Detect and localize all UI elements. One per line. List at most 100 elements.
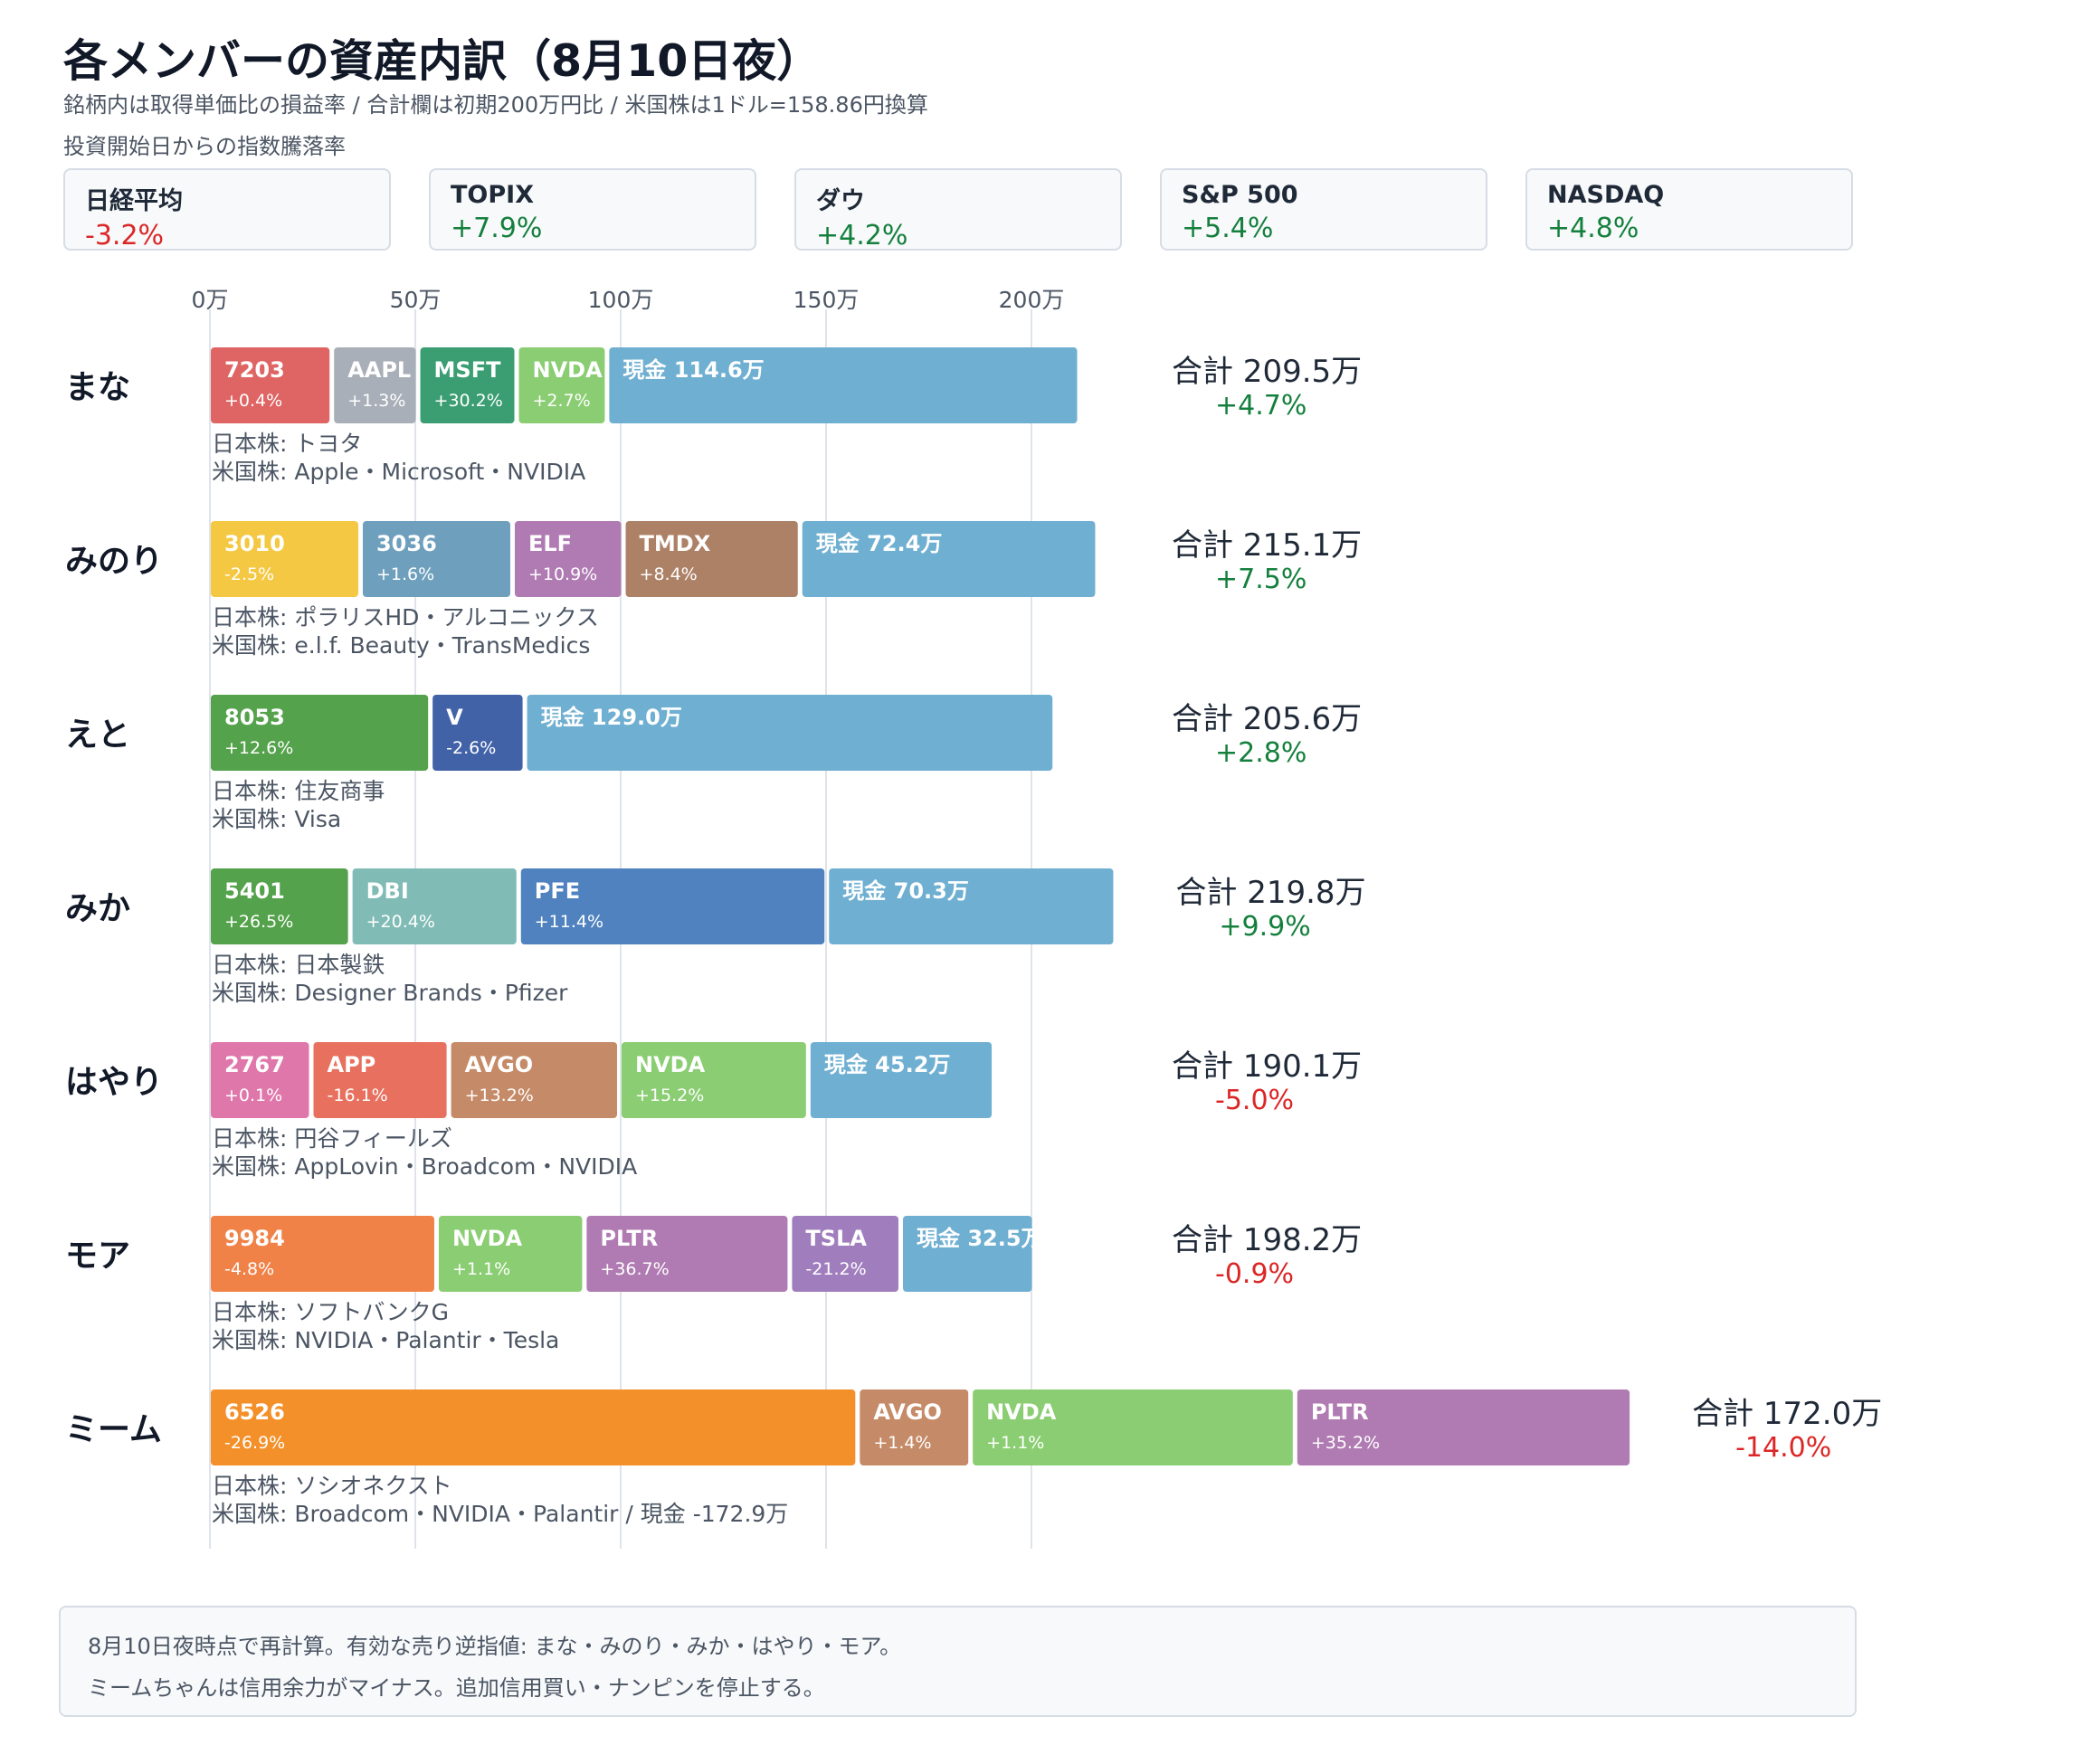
asset-bar-segment [860,1389,969,1465]
index-card: NASDAQ +4.8% [1525,168,1853,251]
segment-label: AVGO [465,1052,534,1077]
segment-label: NVDA [533,357,603,383]
index-change: -3.2% [85,220,165,251]
segment-pct: +1.1% [452,1259,510,1279]
segment-pct: +15.2% [635,1086,704,1105]
index-change: +7.9% [451,213,543,244]
asset-bar-segment [514,521,622,597]
segment-label: V [446,705,463,730]
asset-bar-segment [352,868,517,944]
segment-pct: -2.5% [224,564,274,584]
asset-bar-segment [622,1042,806,1118]
index-card: ダウ +4.2% [794,168,1122,251]
segment-pct: -21.2% [805,1259,866,1279]
segment-label: 現金 45.2万 [824,1052,951,1077]
asset-bar-segment [334,347,416,423]
segment-label: 3036 [376,531,437,556]
segment-label: APP [328,1052,376,1077]
member-total: 合計 215.1万 [1172,527,1362,564]
segment-pct: +1.4% [873,1433,931,1453]
asset-bar-segment [211,695,429,771]
note-line: 8月10日夜時点で再計算。有効な売り逆指値: まな・みのり・みか・はやり・モア。 [88,1634,902,1659]
member-total: 合計 205.6万 [1172,701,1362,737]
segment-label: AVGO [873,1399,942,1425]
member-name: ミーム [65,1411,162,1448]
member-name: まな [65,369,130,406]
detail-us-stocks: 米国株: AppLovin・Broadcom・NVIDIA [212,1153,637,1180]
index-card: TOPIX +7.9% [429,168,756,251]
segment-pct: +1.6% [376,564,434,584]
x-tick-label: 150万 [793,287,860,313]
page-title: 各メンバーの資産内訳（8月10日夜） [63,35,822,87]
asset-bar-segment [586,1216,788,1292]
detail-us-stocks: 米国株: Apple・Microsoft・NVIDIA [212,459,585,485]
segment-pct: +36.7% [600,1259,669,1279]
asset-bar-segment [802,521,1096,597]
segment-pct: +1.3% [347,391,405,411]
segment-label: TSLA [805,1226,867,1251]
segment-label: NVDA [452,1226,523,1251]
asset-bar-segment [518,347,605,423]
asset-bar-segment [451,1042,617,1118]
x-tick-label: 100万 [588,287,654,313]
index-change: +4.8% [1547,213,1639,244]
segment-pct: +20.4% [366,912,435,932]
asset-bar-segment [211,1042,309,1118]
index-change: +5.4% [1182,213,1274,244]
detail-jp-stocks: 日本株: 日本製鉄 [212,952,385,978]
asset-bar-segment [792,1216,898,1292]
segment-pct: -2.6% [446,738,496,758]
detail-jp-stocks: 日本株: ソシオネクスト [212,1473,452,1499]
asset-bar-segment [211,347,330,423]
index-name: NASDAQ [1547,181,1665,209]
segment-pct: -26.9% [224,1433,285,1453]
segment-label: 3010 [224,531,285,556]
note-line: ミームちゃんは信用余力がマイナス。追加信用買い・ナンピンを停止する。 [88,1675,825,1701]
index-name: ダウ [816,187,865,215]
member-change: +9.9% [1219,911,1310,943]
segment-pct: +8.4% [640,564,698,584]
segment-pct: -4.8% [224,1259,274,1279]
segment-label: MSFT [434,357,502,383]
segment-label: PLTR [1311,1399,1369,1425]
member-total: 合計 172.0万 [1692,1396,1882,1432]
segment-pct: -16.1% [328,1086,388,1105]
asset-bar-segment [520,868,825,944]
member-total: 合計 190.1万 [1172,1048,1362,1085]
segment-label: DBI [366,878,409,904]
segment-pct: +35.2% [1311,1433,1380,1453]
asset-bar-segment [432,695,523,771]
member-name: みのり [65,543,163,580]
member-change: +2.8% [1215,737,1307,769]
detail-us-stocks: 米国株: Designer Brands・Pfizer [212,980,568,1006]
member-change: -14.0% [1735,1432,1831,1464]
asset-bar-segment [420,347,515,423]
segment-label: 8053 [224,705,285,730]
segment-label: TMDX [640,531,711,556]
member-name: みか [65,890,130,927]
detail-jp-stocks: 日本株: 円谷フィールズ [212,1125,452,1152]
x-tick-label: 200万 [999,287,1065,313]
detail-jp-stocks: 日本株: ソフトバンクG [212,1299,449,1325]
segment-label: 5401 [224,878,285,904]
index-change: +4.2% [816,220,908,251]
asset-bar-segment [438,1216,583,1292]
member-change: -0.9% [1215,1258,1294,1290]
index-card: S&P 500 +5.4% [1160,168,1487,251]
segment-label: 6526 [224,1399,285,1425]
segment-label: NVDA [986,1399,1057,1425]
segment-label: 9984 [224,1226,285,1251]
asset-bar-segment [810,1042,993,1118]
segment-label: 現金 114.6万 [622,357,764,383]
asset-bar-segment [973,1389,1293,1465]
member-total: 合計 219.8万 [1175,875,1365,911]
member-total: 合計 198.2万 [1172,1222,1362,1258]
asset-bar-segment [625,521,798,597]
segment-pct: +2.7% [533,391,591,411]
asset-bar-segment [829,868,1114,944]
x-tick-label: 50万 [390,287,442,313]
page-subtitle: 銘柄内は取得単価比の損益率 / 合計欄は初期200万円比 / 米国株は1ドル=1… [63,92,928,118]
member-name: えと [65,716,130,754]
detail-us-stocks: 米国株: Visa [212,806,341,832]
